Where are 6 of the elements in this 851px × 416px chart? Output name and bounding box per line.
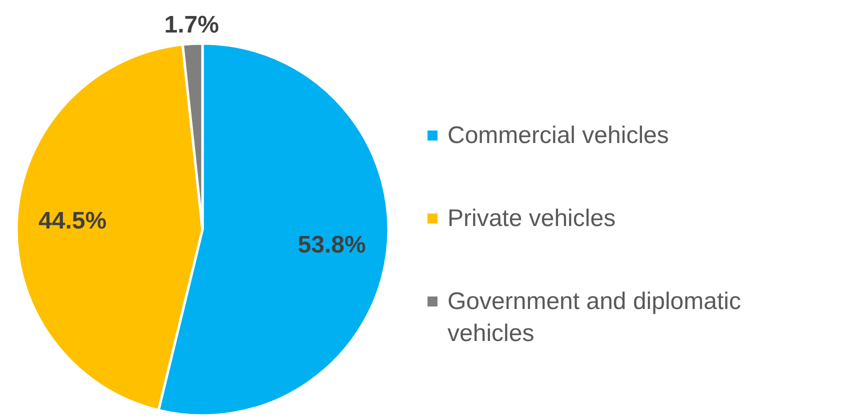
legend-label: Private vehicles <box>448 205 616 232</box>
legend-label: Government and diplomatic vehicles <box>448 288 741 347</box>
data-label: 53.8% <box>298 232 366 259</box>
legend-label: Commercial vehicles <box>448 122 669 149</box>
data-label: 44.5% <box>38 207 107 234</box>
data-label: 1.7% <box>164 12 219 39</box>
